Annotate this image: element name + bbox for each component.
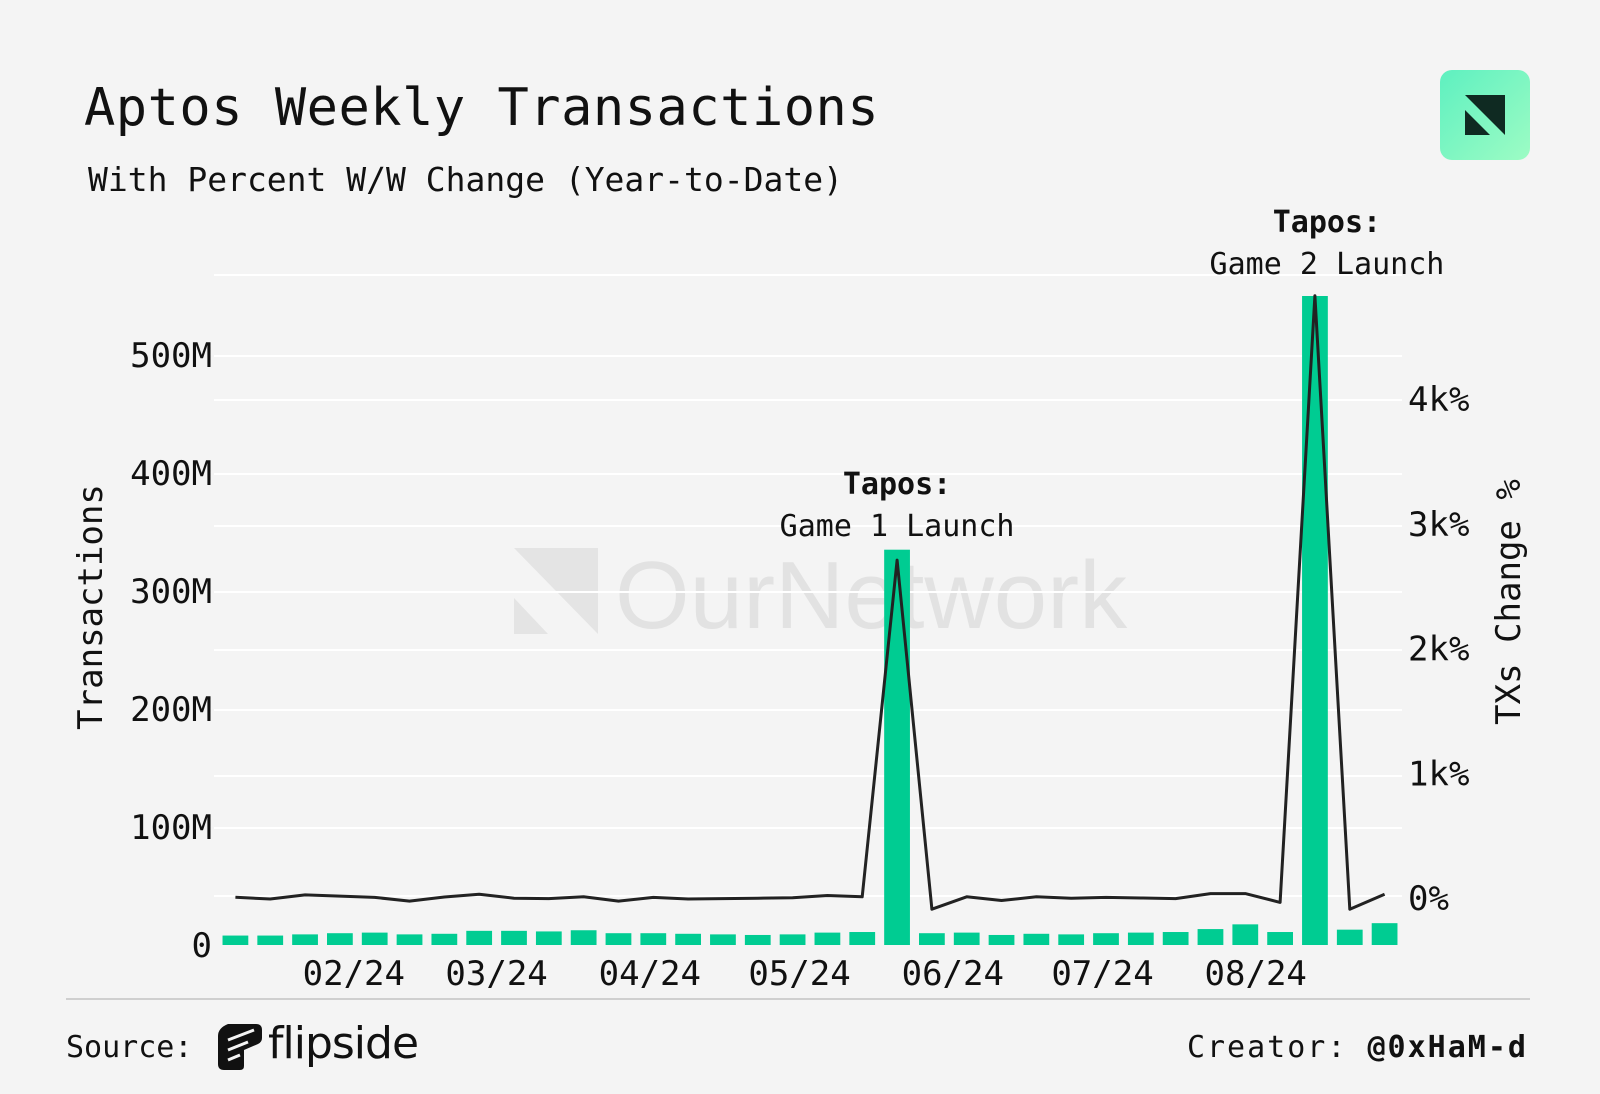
bar xyxy=(257,935,284,945)
bar xyxy=(1058,934,1085,945)
y2-tick-label: 3k% xyxy=(1408,505,1469,545)
bar xyxy=(918,933,945,945)
bar xyxy=(501,930,527,945)
bar xyxy=(570,930,597,945)
y-tick-label: 0 xyxy=(192,926,212,966)
x-tick-label: 05/24 xyxy=(748,954,850,994)
y-tick-label: 200M xyxy=(130,690,212,730)
axes: 0 100M 200M 300M 400M 500M 0% 1k% 2k% 3k% 4k% 02/24… xyxy=(71,336,1529,994)
watermark-text: OurNetwork xyxy=(615,542,1128,649)
x-tick-label: 04/24 xyxy=(599,954,701,994)
bar xyxy=(675,933,702,945)
y2-tick-label: 4k% xyxy=(1408,380,1469,420)
change-line xyxy=(235,294,1386,911)
annotation-text: Game 1 Launch xyxy=(780,509,1015,544)
bar xyxy=(1371,923,1398,945)
x-tick-label: 06/24 xyxy=(902,954,1004,994)
bar xyxy=(361,932,388,945)
bar xyxy=(849,932,876,945)
creator-handle: @0xHaM-d xyxy=(1367,1030,1528,1065)
bar xyxy=(744,934,771,945)
bars xyxy=(222,296,1398,945)
creator-credit: Creator: @0xHaM-d xyxy=(1187,1030,1528,1065)
flipside-logo-icon xyxy=(218,1024,262,1070)
bar xyxy=(1127,932,1154,945)
bar xyxy=(605,933,632,945)
watermark: OurNetwork xyxy=(514,542,1128,649)
grid-lines xyxy=(214,274,1402,897)
bar xyxy=(535,931,562,945)
y-tick-label: 300M xyxy=(130,572,212,612)
y2-axis-label: TXs Change % xyxy=(1489,479,1529,725)
source-name: flipside xyxy=(268,1018,419,1069)
bar xyxy=(1302,296,1328,945)
bar xyxy=(431,933,458,945)
annotation-label: Tapos: xyxy=(843,467,951,502)
bar xyxy=(988,934,1015,945)
chart-title: Aptos Weekly Transactions xyxy=(84,78,880,138)
chart-subtitle: With Percent W/W Change (Year-to-Date) xyxy=(88,160,843,199)
bar xyxy=(1267,932,1294,945)
footer-divider xyxy=(66,998,1530,1000)
bar xyxy=(396,934,423,945)
y-tick-label: 100M xyxy=(130,808,212,848)
bar xyxy=(1232,924,1259,945)
creator-label: Creator: xyxy=(1186,1030,1348,1065)
ournetwork-logo-icon xyxy=(1465,95,1505,135)
bar xyxy=(1197,929,1224,945)
bar xyxy=(466,930,493,945)
bar xyxy=(1023,933,1050,945)
y-axis-label: Transactions xyxy=(71,484,111,730)
bar xyxy=(884,549,910,945)
bar xyxy=(1093,933,1119,945)
y-tick-label: 500M xyxy=(130,336,212,376)
bar xyxy=(779,934,806,945)
y2-tick-label: 1k% xyxy=(1408,754,1469,794)
y2-tick-label: 2k% xyxy=(1408,630,1469,670)
change-line-path xyxy=(235,294,1386,911)
bar xyxy=(640,933,667,945)
bar xyxy=(292,934,318,945)
annotation-label: Tapos: xyxy=(1273,205,1381,240)
annotation-text: Game 2 Launch xyxy=(1210,247,1445,282)
chart-canvas: OurNetwork 0 100M 200M 300M 400M 500M 0% 1k% 2k%… xyxy=(71,205,1529,994)
x-tick-label: 02/24 xyxy=(303,954,405,994)
bar xyxy=(814,932,841,945)
bar xyxy=(1162,932,1189,945)
x-tick-label: 08/24 xyxy=(1205,954,1307,994)
source-label: Source: xyxy=(66,1030,193,1065)
y-tick-label: 400M xyxy=(130,454,212,494)
annotations: Tapos: Game 1 Launch Tapos: Game 2 Launch xyxy=(780,205,1445,544)
bar xyxy=(222,935,249,945)
x-tick-label: 07/24 xyxy=(1051,954,1153,994)
bar xyxy=(710,934,736,945)
y2-tick-label: 0% xyxy=(1408,879,1449,919)
bar xyxy=(326,933,353,945)
bar xyxy=(1336,929,1363,945)
ournetwork-logo xyxy=(1440,70,1530,160)
bar xyxy=(953,932,980,945)
x-tick-label: 03/24 xyxy=(445,954,547,994)
